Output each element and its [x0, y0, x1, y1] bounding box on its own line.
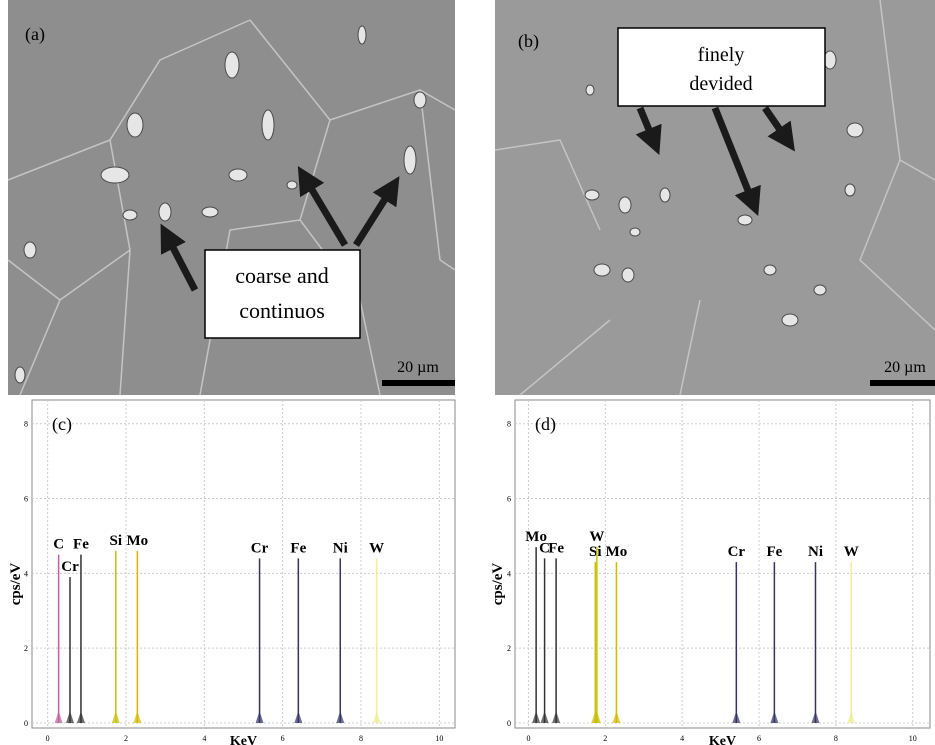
peak-label: Fe: [73, 537, 89, 553]
peak-fill: [770, 711, 779, 723]
x-axis-label: KeV: [709, 734, 736, 745]
peak-fill: [847, 711, 856, 723]
peak-fill: [592, 711, 601, 723]
x-tick-label: 4: [202, 734, 206, 743]
x-tick-label: 10: [909, 734, 917, 743]
peak-label: W: [589, 529, 604, 545]
peak-label: Fe: [766, 544, 782, 560]
peak-label: C: [53, 537, 64, 553]
y-tick-label: 2: [507, 644, 511, 653]
annotation: continuos: [239, 298, 325, 323]
y-tick-label: 4: [507, 569, 511, 578]
y-tick-label: 6: [507, 495, 511, 504]
peak-fill: [76, 711, 85, 723]
x-tick-label: 10: [435, 734, 443, 743]
peak-fill: [612, 711, 621, 723]
peak-label: Mo: [127, 533, 149, 549]
annotation: devided: [689, 73, 752, 95]
peak-label: Fe: [290, 540, 306, 556]
x-axis-label: KeV: [230, 734, 257, 745]
x-tick-label: 6: [757, 734, 761, 743]
x-tick-label: 2: [603, 734, 607, 743]
panel-label: (c): [52, 414, 72, 435]
x-tick-label: 8: [359, 734, 363, 743]
x-tick-label: 0: [46, 734, 50, 743]
scale-bar-label: 20 µm: [397, 359, 439, 376]
peak-fill: [532, 711, 541, 723]
peak-label: Mo: [525, 529, 547, 545]
x-tick-label: 6: [281, 734, 285, 743]
peak-fill: [552, 711, 561, 723]
peak-label: Si: [589, 544, 602, 560]
annotation: coarse and: [235, 263, 328, 288]
y-tick-label: 0: [507, 719, 511, 728]
y-tick-label: 2: [24, 644, 28, 653]
x-tick-label: 2: [124, 734, 128, 743]
y-axis-label: cps/eV: [490, 563, 506, 606]
peak-fill: [133, 711, 142, 723]
peak-fill: [255, 711, 264, 723]
peak-label: Cr: [61, 559, 79, 575]
peak-fill: [65, 711, 74, 723]
panel-label: (d): [535, 414, 556, 435]
y-tick-label: 4: [24, 569, 28, 578]
peak-label: Fe: [548, 540, 564, 556]
peak-fill: [732, 711, 741, 723]
y-tick-label: 0: [24, 719, 28, 728]
peak-fill: [111, 711, 120, 723]
peak-label: Mo: [606, 544, 628, 560]
x-tick-label: 8: [834, 734, 838, 743]
y-tick-label: 8: [507, 420, 511, 429]
y-tick-label: 6: [24, 495, 28, 504]
peak-fill: [372, 711, 381, 723]
peak-fill: [336, 711, 345, 723]
peak-fill: [54, 711, 63, 723]
panel-label: (b): [518, 31, 539, 52]
peak-label: Cr: [728, 544, 746, 560]
x-tick-label: 0: [526, 734, 530, 743]
peak-fill: [294, 711, 303, 723]
annotation: finely: [698, 44, 745, 66]
y-tick-label: 8: [24, 420, 28, 429]
plot-frame: [514, 399, 931, 729]
sem-image-a: [7, 0, 456, 396]
peak-fill: [811, 711, 820, 723]
sem-image-b: [494, 0, 935, 396]
panel-label: (a): [25, 24, 45, 45]
peak-label: Ni: [333, 540, 348, 556]
peak-label: W: [844, 544, 859, 560]
plot-frame: [31, 399, 456, 729]
peak-label: Ni: [808, 544, 823, 560]
peak-label: Si: [110, 533, 123, 549]
peak-label: C: [539, 540, 550, 556]
x-tick-label: 4: [680, 734, 684, 743]
peak-label: W: [369, 540, 384, 556]
y-axis-label: cps/eV: [8, 563, 24, 606]
peak-fill: [540, 711, 549, 723]
scale-bar-label: 20 µm: [884, 359, 926, 376]
peak-label: Cr: [251, 540, 269, 556]
